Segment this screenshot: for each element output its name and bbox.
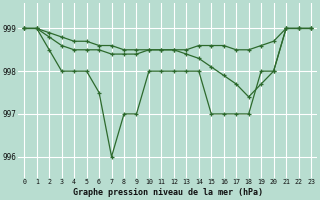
X-axis label: Graphe pression niveau de la mer (hPa): Graphe pression niveau de la mer (hPa) — [73, 188, 263, 197]
